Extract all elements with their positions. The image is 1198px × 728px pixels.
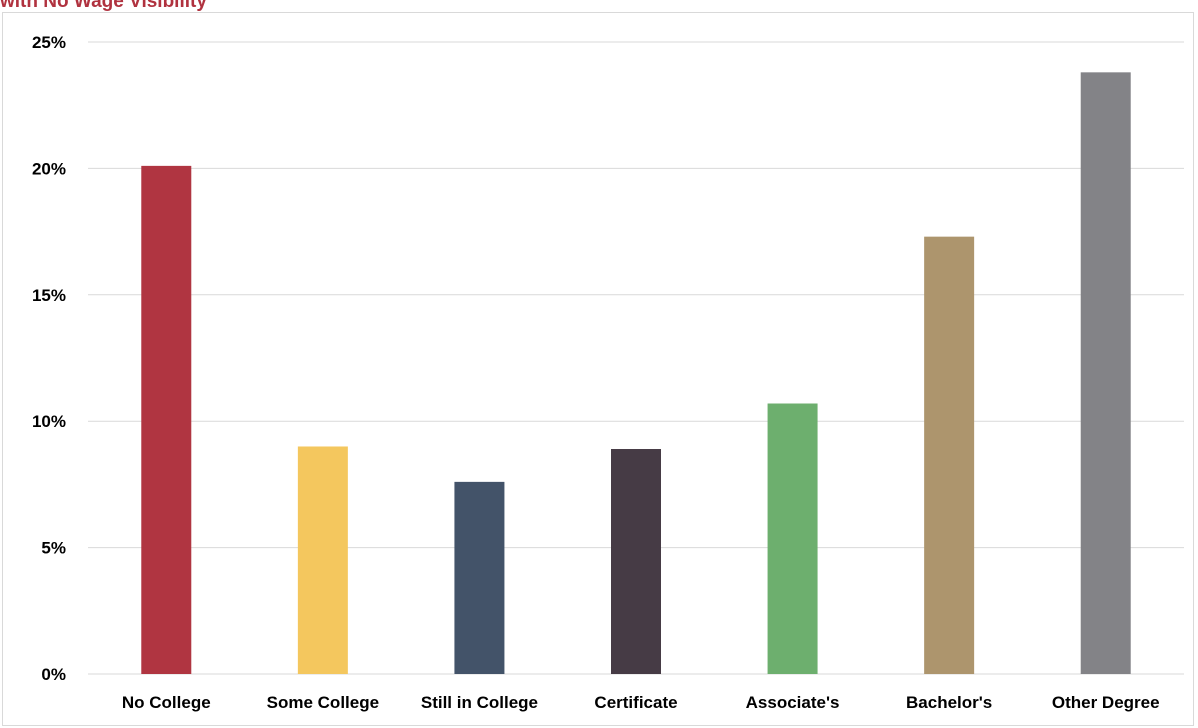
x-category-label: No College bbox=[122, 693, 211, 712]
x-category-label: Still in College bbox=[421, 693, 538, 712]
y-tick-label: 25% bbox=[32, 33, 66, 52]
y-tick-label: 0% bbox=[41, 665, 66, 684]
bars bbox=[141, 72, 1131, 674]
x-category-label: Bachelor's bbox=[906, 693, 992, 712]
bar bbox=[611, 449, 661, 674]
chart-frame bbox=[2, 12, 1194, 726]
y-tick-label: 5% bbox=[41, 539, 66, 558]
x-category-label: Certificate bbox=[594, 693, 677, 712]
y-axis-tick-labels: 0% 5% 10% 15% 20% 25% bbox=[32, 33, 66, 684]
chart-title: with No Wage Visibility bbox=[0, 0, 207, 12]
x-axis-category-labels: No College Some College Still in College Ce… bbox=[122, 693, 1160, 712]
y-tick-label: 10% bbox=[32, 412, 66, 431]
bar bbox=[141, 165, 192, 674]
y-tick-label: 20% bbox=[32, 159, 66, 178]
bar bbox=[924, 236, 975, 674]
bar bbox=[454, 481, 505, 674]
x-category-label: Associate's bbox=[746, 693, 840, 712]
x-category-label: Other Degree bbox=[1052, 693, 1160, 712]
bar bbox=[767, 403, 818, 674]
bar bbox=[1080, 72, 1131, 674]
y-tick-label: 15% bbox=[32, 286, 66, 305]
bar bbox=[297, 446, 348, 674]
x-category-label: Some College bbox=[267, 693, 379, 712]
